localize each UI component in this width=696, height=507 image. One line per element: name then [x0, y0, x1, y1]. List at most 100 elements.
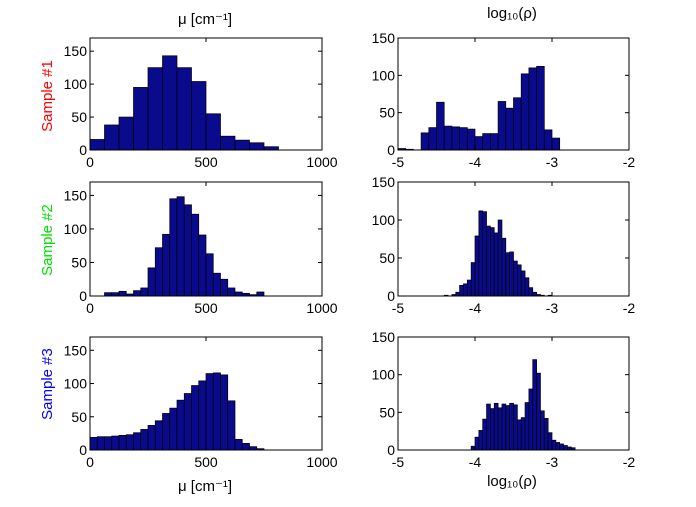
- bar: [459, 127, 468, 151]
- bar: [551, 137, 561, 151]
- bar: [118, 290, 127, 297]
- x-tick-label: 500: [194, 454, 218, 470]
- bar: [497, 407, 503, 451]
- bar: [470, 445, 476, 451]
- bar: [212, 372, 221, 451]
- panel-sample2-rho: -5 -4 -3 -2 0 50 100 150: [372, 174, 636, 316]
- bar: [520, 73, 530, 151]
- x-tick-label: 500: [194, 154, 218, 170]
- bar: [516, 419, 522, 451]
- y-tick-label: 50: [71, 254, 87, 270]
- bar: [191, 81, 207, 151]
- bar: [191, 385, 200, 451]
- bar: [89, 437, 98, 451]
- bar: [543, 129, 553, 151]
- bar: [528, 67, 537, 151]
- bar: [543, 418, 549, 451]
- y-tick-label: 150: [372, 174, 396, 190]
- x-tick-label: -5: [392, 454, 405, 470]
- bar: [125, 434, 134, 451]
- y-tick-label: 100: [64, 221, 88, 237]
- bar: [451, 126, 460, 151]
- y-tick-label: 100: [372, 67, 396, 83]
- x-tick-label: -4: [469, 300, 482, 316]
- bar: [176, 399, 185, 451]
- y-tick-label: 150: [372, 329, 396, 345]
- bar: [524, 402, 530, 451]
- y-tick-label: 0: [79, 288, 87, 304]
- x-tick-label: 1000: [306, 300, 337, 316]
- bar: [96, 436, 105, 451]
- y-tick-label: 50: [379, 250, 395, 266]
- x-tick-label: -5: [392, 154, 405, 170]
- bar: [482, 133, 491, 151]
- y-tick-label: 100: [64, 376, 88, 392]
- bar: [474, 235, 480, 297]
- bottom-label-mu: μ [cm⁻¹]: [178, 478, 232, 495]
- bar: [183, 393, 192, 451]
- row-label-sample-3: Sample #3: [39, 348, 56, 420]
- x-tick-label: 500: [194, 300, 218, 316]
- x-tick-label: -3: [546, 300, 559, 316]
- x-tick-label: -3: [546, 454, 559, 470]
- bar: [111, 292, 120, 297]
- panel-sample3-rho: -5 -4 -3 -2 0 50 100 150: [372, 329, 636, 470]
- bar: [505, 252, 510, 297]
- bar: [111, 435, 120, 451]
- bar: [459, 285, 464, 297]
- bar: [474, 436, 480, 451]
- x-tick-label: -4: [469, 154, 482, 170]
- bar: [133, 432, 142, 451]
- axes-frame: [397, 181, 630, 297]
- x-tick-label: -2: [623, 454, 636, 470]
- bar: [191, 213, 200, 297]
- bar: [466, 279, 472, 297]
- bar: [551, 439, 557, 451]
- bar: [513, 404, 518, 451]
- bar: [455, 291, 460, 297]
- bar: [509, 251, 514, 297]
- y-tick-label: 50: [71, 109, 87, 125]
- bar: [118, 435, 127, 451]
- bar: [478, 210, 484, 297]
- bar: [532, 291, 537, 297]
- bar: [420, 132, 430, 151]
- bar: [428, 127, 437, 151]
- bar: [198, 234, 207, 297]
- bar: [118, 116, 134, 151]
- bar: [436, 101, 445, 151]
- bar: [513, 260, 518, 297]
- bar: [104, 292, 113, 297]
- bar: [176, 67, 192, 151]
- y-tick-label: 50: [379, 404, 395, 420]
- bar: [520, 270, 526, 297]
- bar: [486, 403, 491, 451]
- bar: [482, 211, 487, 297]
- bar: [501, 237, 507, 297]
- bar: [516, 264, 522, 297]
- bar: [493, 232, 499, 297]
- bar: [241, 443, 250, 451]
- bar: [520, 417, 526, 451]
- bar: [154, 247, 163, 297]
- panel-sample1-mu: 0 500 1000 0 50 100 150: [64, 37, 338, 170]
- x-tick-label: -4: [469, 454, 482, 470]
- bar: [563, 445, 568, 451]
- bar: [140, 287, 149, 297]
- bar: [513, 97, 522, 151]
- panel-sample1-rho: -5 -4 -3 -2 0 50 100 150: [372, 30, 636, 170]
- bar: [234, 291, 243, 297]
- y-tick-label: 150: [372, 30, 396, 46]
- bar: [536, 372, 541, 451]
- bar: [547, 432, 553, 451]
- bar: [205, 253, 214, 297]
- bar: [463, 283, 468, 297]
- bar: [470, 262, 476, 297]
- y-tick-label: 100: [372, 367, 396, 383]
- y-tick-label: 50: [379, 105, 395, 121]
- bar: [540, 410, 545, 451]
- bar: [505, 405, 510, 451]
- y-tick-label: 50: [71, 409, 87, 425]
- bar: [490, 227, 495, 297]
- bar: [466, 128, 476, 151]
